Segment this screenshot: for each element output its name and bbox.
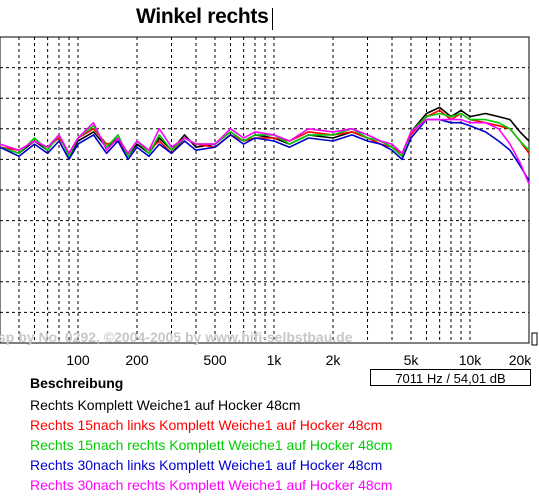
series-line <box>0 112 530 158</box>
legend-entry: Rechts 30nach links Komplett Weiche1 auf… <box>30 457 383 473</box>
page-title: Winkel rechts <box>136 5 269 28</box>
scroll-marker <box>531 332 538 346</box>
legend-entry: Rechts Komplett Weiche1 auf Hocker 48cm <box>30 397 301 413</box>
x-tick-label: 20k <box>509 352 533 368</box>
x-tick-labels: 100 200 500 1k 2k 5k 10k 20k <box>66 352 532 368</box>
series-line <box>0 106 530 158</box>
series-layer <box>0 106 530 185</box>
text-caret <box>272 8 273 30</box>
x-tick-label: 1k <box>267 352 283 368</box>
x-tick-label: 500 <box>203 352 227 368</box>
x-tick-label: 2k <box>326 352 342 368</box>
legend-entry: Rechts 30nach rechts Komplett Weiche1 au… <box>30 477 393 493</box>
x-tick-label: 10k <box>459 352 483 368</box>
legend-title: Beschreibung <box>30 375 124 391</box>
legend-entry: Rechts 15nach rechts Komplett Weiche1 au… <box>30 437 393 453</box>
plot-frame <box>0 36 530 344</box>
x-tick-label: 5k <box>404 352 420 368</box>
watermark: sp by No. 0292, ©2004-2005 by www.hifi-s… <box>0 329 353 345</box>
series-line <box>0 118 530 185</box>
x-tick-label: 200 <box>125 352 149 368</box>
series-line <box>0 118 530 182</box>
frequency-response-chart: sp by No. 0292, ©2004-2005 by www.hifi-s… <box>0 36 538 368</box>
legend-entry: Rechts 15nach links Komplett Weiche1 auf… <box>30 417 383 433</box>
cursor-readout: 7011 Hz / 54,01 dB <box>370 369 531 386</box>
grid-layer <box>0 37 529 343</box>
x-tick-label: 100 <box>66 352 90 368</box>
legend: Beschreibung Rechts Komplett Weiche1 auf… <box>30 375 392 495</box>
